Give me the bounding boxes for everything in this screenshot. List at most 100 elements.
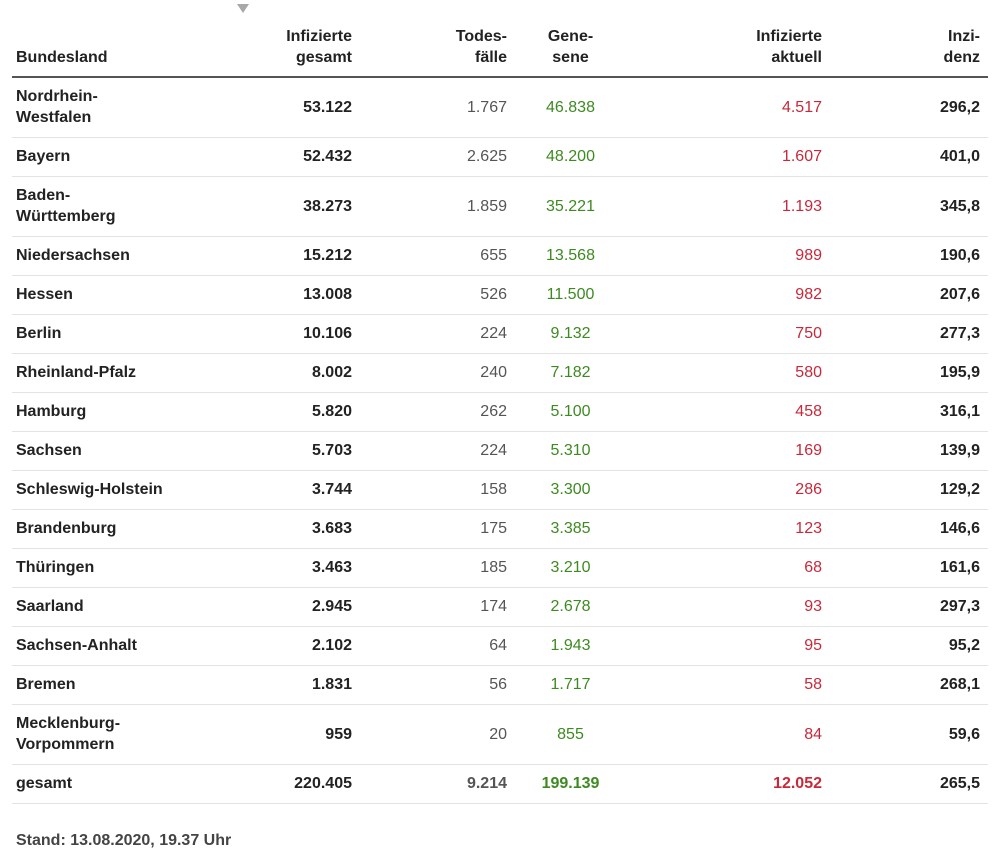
cell-infizierte-gesamt: 3.744: [224, 470, 360, 510]
bundesland-name-line: Saarland: [16, 598, 84, 615]
sort-descending-icon[interactable]: [237, 4, 249, 13]
bundesland-name-line: Sachsen-Anhalt: [16, 637, 137, 654]
cell-infizierte-aktuell: 93: [630, 587, 830, 627]
bundesland-name-line: Baden-: [16, 187, 71, 204]
cell-infizierte-aktuell: 750: [630, 314, 830, 354]
header-label-line: gesamt: [295, 49, 352, 66]
table-row: Niedersachsen 15.212 655 13.568 989 190,6: [12, 236, 988, 276]
cell-todesfaelle: 20: [360, 704, 515, 765]
cell-genesene: 1.943: [515, 626, 630, 666]
cell-genesene: 1.717: [515, 665, 630, 705]
cell-infizierte-aktuell: 989: [630, 236, 830, 276]
cell-bundesland: Sachsen-Anhalt: [12, 626, 224, 666]
cell-inzidenz: 268,1: [830, 665, 988, 705]
header-inzidenz[interactable]: Inzi- denz: [830, 8, 988, 78]
header-label-line: Todes-: [455, 28, 507, 45]
stand-timestamp: Stand: 13.08.2020, 19.37 Uhr: [16, 832, 232, 849]
cell-infizierte-gesamt: 52.432: [224, 137, 360, 177]
cell-bundesland: Niedersachsen: [12, 236, 224, 276]
cell-inzidenz: 59,6: [830, 704, 988, 765]
header-infizierte-aktuell[interactable]: Infizierte aktuell: [630, 8, 830, 78]
cell-infizierte-gesamt: 2.945: [224, 587, 360, 627]
table-row: Saarland 2.945 174 2.678 93 297,3: [12, 587, 988, 627]
cell-genesene: 7.182: [515, 353, 630, 393]
cell-inzidenz: 296,2: [830, 77, 988, 138]
cell-inzidenz: 195,9: [830, 353, 988, 393]
table-row: Hessen 13.008 526 11.500 982 207,6: [12, 275, 988, 315]
bundesland-name-line: Sachsen: [16, 442, 82, 459]
cell-bundesland: Saarland: [12, 587, 224, 627]
cell-todesfaelle: 2.625: [360, 137, 515, 177]
header-bundesland[interactable]: Bundesland: [12, 8, 224, 78]
table-row: Thüringen 3.463 185 3.210 68 161,6: [12, 548, 988, 588]
cell-genesene: 48.200: [515, 137, 630, 177]
cell-genesene: 13.568: [515, 236, 630, 276]
table-row: Berlin 10.106 224 9.132 750 277,3: [12, 314, 988, 354]
cell-infizierte-gesamt: 13.008: [224, 275, 360, 315]
cell-infizierte-gesamt: 10.106: [224, 314, 360, 354]
cell-infizierte-aktuell: 4.517: [630, 77, 830, 138]
cell-genesene: 3.385: [515, 509, 630, 549]
cell-todesfaelle: 262: [360, 392, 515, 432]
cell-infizierte-gesamt: 8.002: [224, 353, 360, 393]
bundeslaender-table: Bundesland Infizierte gesamt Todes- fäll…: [12, 8, 988, 804]
cell-infizierte-aktuell: 1.193: [630, 176, 830, 237]
bundesland-name-line: Hamburg: [16, 403, 87, 420]
cell-inzidenz: 345,8: [830, 176, 988, 237]
table-row: Bayern 52.432 2.625 48.200 1.607 401,0: [12, 137, 988, 177]
cell-inzidenz: 207,6: [830, 275, 988, 315]
cell-todesfaelle: 56: [360, 665, 515, 705]
header-todesfaelle[interactable]: Todes- fälle: [360, 8, 515, 78]
cell-inzidenz: 146,6: [830, 509, 988, 549]
header-infizierte-gesamt[interactable]: Infizierte gesamt: [224, 8, 360, 78]
table-body: Nordrhein- Westfalen 53.122 1.767 46.838 4.51…: [12, 77, 988, 765]
table-row: Hamburg 5.820 262 5.100 458 316,1: [12, 392, 988, 432]
cell-todesfaelle: 64: [360, 626, 515, 666]
bundesland-name-line: Bremen: [16, 676, 76, 693]
cell-infizierte-aktuell: 458: [630, 392, 830, 432]
cell-inzidenz: 190,6: [830, 236, 988, 276]
cell-inzidenz: 129,2: [830, 470, 988, 510]
cell-bundesland: Bayern: [12, 137, 224, 177]
bundesland-name-line: Niedersachsen: [16, 247, 130, 264]
total-infizierte-aktuell: 12.052: [630, 763, 830, 804]
cell-genesene: 3.210: [515, 548, 630, 588]
cell-bundesland: Rheinland-Pfalz: [12, 353, 224, 393]
table-row: Rheinland-Pfalz 8.002 240 7.182 580 195,9: [12, 353, 988, 393]
table-row: Sachsen-Anhalt 2.102 64 1.943 95 95,2: [12, 626, 988, 666]
cell-infizierte-aktuell: 580: [630, 353, 830, 393]
bundesland-name-line: Westfalen: [16, 109, 92, 127]
table-row: Bremen 1.831 56 1.717 58 268,1: [12, 665, 988, 705]
table-header: Bundesland Infizierte gesamt Todes- fäll…: [12, 8, 988, 78]
cell-bundesland: Hamburg: [12, 392, 224, 432]
cell-bundesland: Sachsen: [12, 431, 224, 471]
cell-infizierte-aktuell: 95: [630, 626, 830, 666]
table-row: Nordrhein- Westfalen 53.122 1.767 46.838 4.51…: [12, 77, 988, 138]
cell-infizierte-aktuell: 169: [630, 431, 830, 471]
table-row: Sachsen 5.703 224 5.310 169 139,9: [12, 431, 988, 471]
cell-infizierte-gesamt: 5.703: [224, 431, 360, 471]
cell-infizierte-aktuell: 286: [630, 470, 830, 510]
cell-infizierte-gesamt: 5.820: [224, 392, 360, 432]
bundesland-name-line: Bayern: [16, 148, 71, 165]
total-todesfaelle: 9.214: [360, 763, 515, 804]
cell-todesfaelle: 175: [360, 509, 515, 549]
cell-genesene: 3.300: [515, 470, 630, 510]
cell-todesfaelle: 224: [360, 314, 515, 354]
cell-infizierte-aktuell: 982: [630, 275, 830, 315]
cell-todesfaelle: 526: [360, 275, 515, 315]
header-label-line: Inzi-: [948, 28, 980, 45]
bundesland-name-line: Brandenburg: [16, 520, 117, 537]
cell-infizierte-gesamt: 38.273: [224, 176, 360, 237]
cell-bundesland: Bremen: [12, 665, 224, 705]
bundesland-name-line: Berlin: [16, 325, 62, 342]
cell-inzidenz: 277,3: [830, 314, 988, 354]
cell-infizierte-aktuell: 84: [630, 704, 830, 765]
header-label-line: Gene-: [547, 28, 594, 45]
bundesland-name-line: Vorpommern: [16, 736, 115, 753]
cell-todesfaelle: 1.767: [360, 77, 515, 138]
cell-todesfaelle: 158: [360, 470, 515, 510]
cell-infizierte-gesamt: 53.122: [224, 77, 360, 138]
header-genesene[interactable]: Gene- sene: [515, 8, 630, 78]
cell-todesfaelle: 655: [360, 236, 515, 276]
